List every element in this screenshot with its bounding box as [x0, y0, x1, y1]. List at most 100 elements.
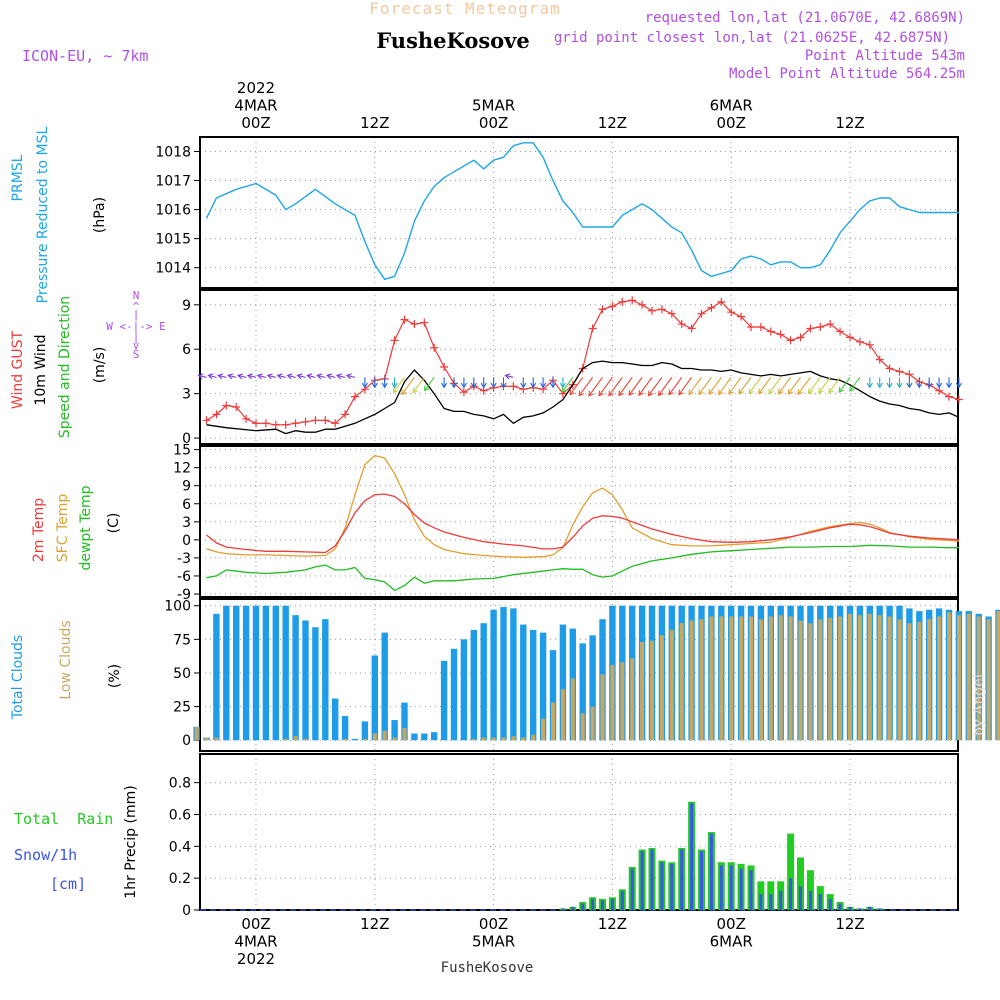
snow-bar — [848, 906, 852, 910]
low-cloud-bar — [630, 658, 635, 741]
time-label: 00Z — [241, 114, 270, 132]
wind-arrow — [797, 377, 811, 395]
wind-arrow — [598, 377, 613, 396]
wind-arrow-head — [490, 382, 497, 389]
snow-bar — [779, 890, 783, 910]
wind-arrow — [748, 377, 762, 394]
wind-arrow — [608, 377, 623, 396]
gust-marker — [321, 416, 330, 425]
gust-marker — [855, 337, 864, 346]
wind-arrow — [648, 377, 663, 396]
low-cloud-bar — [838, 616, 843, 741]
wind-arrow-head — [598, 390, 604, 397]
time-label: 00Z — [479, 114, 508, 132]
snow-bar — [878, 908, 882, 910]
time-label: 5MAR — [472, 933, 515, 951]
gust-marker — [737, 312, 746, 321]
low-cloud-bar — [689, 620, 694, 741]
total-cloud-bar — [539, 632, 547, 741]
wind-arrow-head — [500, 382, 507, 389]
gust-marker — [816, 323, 825, 332]
total-clouds-label: Total Clouds — [10, 635, 26, 720]
low-cloud-bar — [541, 718, 546, 741]
total-cloud-bar — [292, 615, 299, 741]
precip-unit: 1hr Precip (mm) — [123, 785, 139, 898]
gust-marker — [766, 327, 775, 336]
gust-marker — [796, 333, 805, 342]
gust-marker — [865, 340, 874, 349]
time-label: 2022 — [237, 950, 275, 968]
gust-marker — [717, 297, 726, 306]
wind-arrow-head — [540, 382, 547, 389]
wind-arrow — [317, 374, 326, 378]
compass-south-arrow: v — [133, 339, 140, 352]
rain-bar — [806, 870, 814, 910]
snow-label: Snow/1h — [14, 846, 77, 864]
wind-arrow-head — [688, 389, 694, 396]
snow-bar — [630, 868, 634, 910]
temp-unit: (C) — [106, 513, 122, 534]
y-tick-label: 3 — [182, 387, 191, 403]
snow-bar — [799, 886, 802, 910]
wind-arrow-head — [530, 382, 537, 389]
wind-arrow — [768, 377, 782, 394]
wind-arrow-head — [450, 382, 458, 389]
snow-bar — [818, 894, 822, 910]
closest-coords: grid point closest lon,lat (21.0625E, 42… — [554, 30, 950, 46]
gust-marker — [351, 392, 359, 401]
wind-arrow-head — [504, 373, 511, 380]
prmsl-label: PRMSL — [10, 154, 26, 201]
wind-arrow-head — [381, 382, 388, 389]
wind-arrow — [208, 374, 217, 378]
wind-arrow — [638, 377, 653, 396]
gust-marker — [598, 305, 607, 314]
pressure-labels: PRMSL Pressure Reduced to MSL (hPa) — [10, 126, 108, 303]
wind-arrow-head — [608, 390, 614, 397]
snow-bar — [719, 865, 723, 910]
location-title: FusheKosove — [376, 28, 529, 53]
wind-arrow-head — [718, 389, 724, 396]
wind-arrow-head — [480, 382, 487, 389]
low-cloud-bar — [709, 616, 714, 741]
y-tick-label: 0 — [182, 431, 191, 447]
low-cloud-bar — [937, 616, 942, 741]
total-cloud-bar — [381, 632, 388, 741]
wind-arrow-head — [392, 387, 399, 394]
wind-arrow — [392, 377, 405, 393]
gust-marker — [806, 324, 815, 333]
gust-marker — [212, 410, 221, 419]
wind-arrow-head — [276, 373, 283, 380]
snow-bar — [709, 833, 713, 910]
wind-arrow — [267, 374, 276, 378]
snow-bar — [789, 878, 793, 910]
total-cloud-bar — [579, 643, 586, 741]
gust-marker — [747, 323, 755, 332]
wind-arrow-head — [588, 390, 594, 397]
gust-marker — [222, 401, 231, 410]
temp2m-line — [206, 493, 959, 554]
wind-arrow-head — [828, 387, 834, 394]
y-tick-label: 9 — [182, 298, 191, 314]
wind-arrow — [728, 377, 742, 395]
sfctemp-label: SFC Temp — [55, 494, 71, 563]
wind-arrow — [336, 374, 346, 378]
y-tick-label: 9 — [182, 479, 191, 495]
time-label: 4MAR — [234, 97, 277, 115]
low-cloud-bar — [580, 713, 585, 741]
compass-north-stem: | — [133, 308, 140, 321]
low-cloud-bar — [818, 619, 823, 741]
gust-marker — [697, 309, 706, 318]
pressure-label: Pressure Reduced to MSL — [35, 126, 51, 303]
wind-arrow-head — [227, 373, 234, 380]
snow-bar — [640, 851, 644, 910]
gust-marker — [667, 309, 676, 318]
y-tick-label: 100 — [164, 599, 191, 615]
total-cloud-bar — [242, 605, 250, 741]
gust-label: Wind GUST — [10, 330, 26, 409]
gust-marker — [826, 320, 835, 329]
wind-arrow — [287, 374, 296, 378]
wind-arrow — [237, 374, 247, 378]
low-cloud-bar — [788, 616, 793, 741]
y-tick-label: 3 — [182, 515, 191, 531]
temp2m-label: 2m Temp — [31, 498, 47, 562]
